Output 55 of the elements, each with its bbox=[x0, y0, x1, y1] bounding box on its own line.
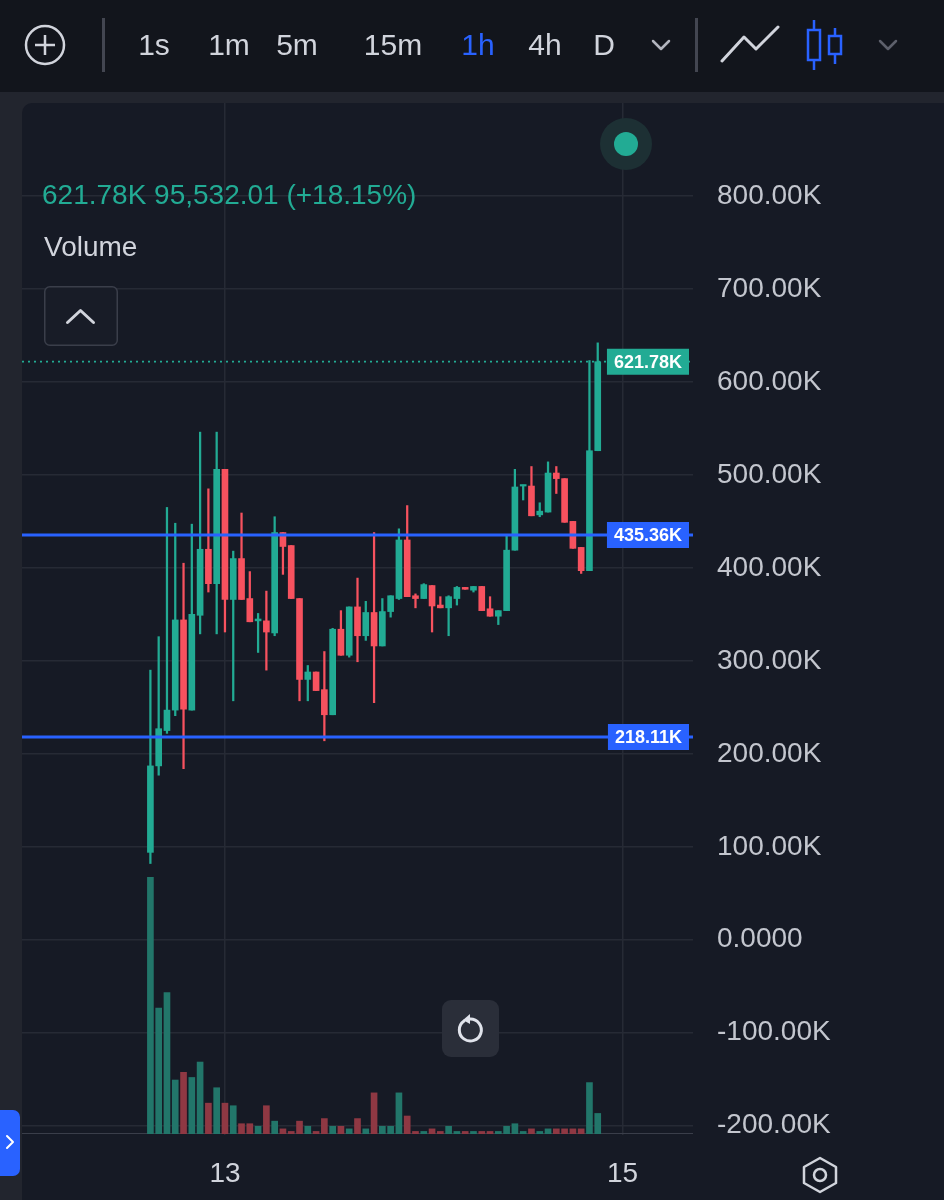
candlestick bbox=[461, 587, 469, 590]
y-tick-label: 700.00K bbox=[717, 271, 822, 303]
text: 15m bbox=[363, 27, 423, 63]
y-tick-label: 800.00K bbox=[717, 178, 822, 210]
bar bbox=[453, 1131, 461, 1134]
bar bbox=[304, 1125, 312, 1134]
y-tick-label: 600.00K bbox=[717, 364, 822, 396]
x-tick-label: 15 bbox=[607, 1156, 639, 1188]
ref-line-label: 218.11K bbox=[614, 726, 682, 747]
chart-title: Volume bbox=[44, 230, 138, 264]
bar bbox=[470, 1131, 477, 1134]
bar bbox=[263, 1105, 270, 1134]
y-tick-label: 100.00K bbox=[717, 829, 822, 861]
bar bbox=[180, 1071, 187, 1134]
bar bbox=[536, 1131, 544, 1134]
bar bbox=[205, 1102, 212, 1134]
bar bbox=[354, 1118, 361, 1134]
bar bbox=[519, 1131, 527, 1134]
bar bbox=[196, 1061, 204, 1134]
text: D bbox=[593, 27, 615, 63]
y-tick-label: 0.0000 bbox=[717, 922, 803, 954]
y-tick-label: 300.00K bbox=[717, 643, 822, 675]
bar bbox=[486, 1131, 494, 1134]
bar bbox=[461, 1131, 469, 1134]
x-tick-label: 13 bbox=[209, 1156, 241, 1188]
y-tick-label: 200.00K bbox=[717, 736, 822, 768]
y-tick-label: -200.00K bbox=[717, 1108, 831, 1140]
bar bbox=[511, 1123, 519, 1134]
bar bbox=[188, 1077, 196, 1134]
bar bbox=[437, 1131, 444, 1134]
ref-line-label: 621.78K bbox=[613, 351, 682, 372]
annotation: 621.78K 95,532.01 (+18.15%) bbox=[42, 178, 417, 212]
bar bbox=[329, 1125, 336, 1134]
bar bbox=[229, 1105, 237, 1134]
text: 4h bbox=[528, 27, 562, 63]
bar bbox=[528, 1128, 535, 1134]
bar bbox=[271, 1120, 278, 1134]
bar bbox=[445, 1125, 452, 1134]
bar bbox=[171, 1079, 179, 1134]
bar bbox=[213, 1087, 220, 1134]
y-tick-label: 400.00K bbox=[717, 550, 822, 582]
y-tick-label: -100.00K bbox=[717, 1015, 831, 1047]
ref-line-label: 435.36K bbox=[613, 524, 682, 545]
bar bbox=[345, 1128, 353, 1134]
bar bbox=[321, 1118, 328, 1134]
bar bbox=[163, 992, 171, 1134]
bar bbox=[420, 1131, 428, 1134]
text: 1h bbox=[461, 27, 495, 63]
text: 1m bbox=[208, 27, 250, 63]
bar bbox=[478, 1131, 486, 1134]
bar bbox=[362, 1128, 370, 1134]
bar bbox=[312, 1131, 320, 1134]
text: 1s bbox=[138, 27, 170, 63]
text: 5m bbox=[276, 27, 318, 63]
y-tick-label: 500.00K bbox=[717, 457, 822, 489]
